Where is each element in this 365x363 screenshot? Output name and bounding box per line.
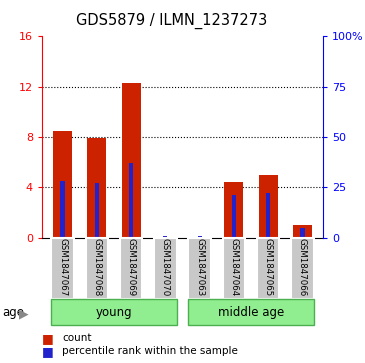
Text: middle age: middle age xyxy=(218,306,284,319)
Text: ▶: ▶ xyxy=(19,307,28,321)
Bar xyxy=(266,193,270,238)
Bar xyxy=(224,182,243,238)
Bar xyxy=(188,299,314,325)
Bar xyxy=(51,238,74,299)
Bar xyxy=(120,238,142,299)
Bar xyxy=(291,238,314,299)
Text: GDS5879 / ILMN_1237273: GDS5879 / ILMN_1237273 xyxy=(76,13,267,29)
Text: GSM1847066: GSM1847066 xyxy=(298,238,307,297)
Text: count: count xyxy=(62,333,92,343)
Bar xyxy=(53,131,72,238)
Text: ■: ■ xyxy=(42,345,54,358)
Text: GSM1847068: GSM1847068 xyxy=(92,238,101,297)
Bar xyxy=(257,238,279,299)
Text: GSM1847067: GSM1847067 xyxy=(58,238,67,297)
Text: age: age xyxy=(2,306,24,319)
Bar xyxy=(232,195,236,238)
Bar xyxy=(122,83,141,238)
Bar xyxy=(51,299,177,325)
Bar xyxy=(190,237,209,238)
Text: GSM1847065: GSM1847065 xyxy=(264,238,273,297)
Bar xyxy=(95,183,99,238)
Text: GSM1847064: GSM1847064 xyxy=(230,238,238,297)
Bar xyxy=(188,238,211,299)
Bar xyxy=(154,238,177,299)
Bar xyxy=(197,236,202,238)
Bar xyxy=(129,163,133,238)
Text: ■: ■ xyxy=(42,332,54,345)
Text: percentile rank within the sample: percentile rank within the sample xyxy=(62,346,238,356)
Bar xyxy=(86,238,108,299)
Bar xyxy=(293,225,312,238)
Text: GSM1847069: GSM1847069 xyxy=(127,238,135,297)
Bar xyxy=(87,138,106,238)
Text: young: young xyxy=(96,306,132,319)
Text: GSM1847070: GSM1847070 xyxy=(161,238,170,297)
Bar xyxy=(156,237,175,238)
Text: GSM1847063: GSM1847063 xyxy=(195,238,204,297)
Bar xyxy=(223,238,245,299)
Bar xyxy=(259,175,278,238)
Bar xyxy=(61,182,65,238)
Bar xyxy=(300,228,304,238)
Bar xyxy=(163,236,168,238)
